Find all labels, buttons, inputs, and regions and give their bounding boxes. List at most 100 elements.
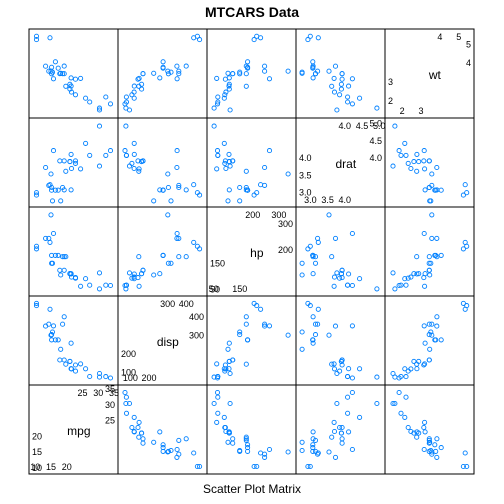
scatter-point <box>339 275 345 281</box>
scatter-point <box>338 81 344 87</box>
scatter-point <box>396 282 402 289</box>
scatter-point <box>68 271 74 277</box>
scatter-point <box>421 148 427 154</box>
scatter-point <box>96 374 103 380</box>
scatter-point <box>140 440 146 446</box>
scatter-point <box>165 171 171 177</box>
tick-label: 20 <box>32 431 42 441</box>
scatter-point <box>68 165 75 172</box>
scatter-point <box>183 187 189 193</box>
scatter-point <box>243 314 249 320</box>
scatter-point <box>226 83 232 89</box>
scatter-point <box>131 429 137 435</box>
panel-frame-3-3 <box>295 295 386 386</box>
scatter-point <box>285 449 291 455</box>
scatter-point <box>211 400 217 407</box>
tick-label: 200 <box>141 373 156 383</box>
scatter-point <box>312 332 319 338</box>
scatter-point <box>48 212 54 218</box>
scatter-point <box>310 314 316 320</box>
scatter-point <box>266 148 273 154</box>
scatter-point <box>215 394 221 400</box>
scatter-point <box>176 182 182 188</box>
tick-label: 25 <box>77 388 87 398</box>
scatter-point <box>183 254 189 260</box>
scatter-point <box>96 105 103 111</box>
scatter-point <box>414 434 420 440</box>
scatter-point <box>222 76 228 82</box>
scatter-point <box>312 71 319 77</box>
scatter-point <box>103 282 109 288</box>
scatter-point <box>310 75 316 81</box>
scatter-point <box>414 168 420 174</box>
scatter-point <box>123 123 129 129</box>
scatter-point <box>334 370 340 377</box>
scatter-point <box>131 276 137 282</box>
scatter-point <box>310 271 316 277</box>
scatter-point <box>374 374 380 380</box>
scatter-point <box>426 448 432 454</box>
scatter-point <box>183 63 189 69</box>
scatter-point <box>174 454 180 460</box>
scatter-point <box>135 424 141 431</box>
scatter-point <box>334 400 340 407</box>
tick-label: 50 <box>210 284 220 294</box>
scatter-point <box>422 419 428 425</box>
scatter-point <box>237 69 243 75</box>
scatter-point <box>426 254 432 260</box>
scatter-point <box>392 400 398 407</box>
scatter-point <box>55 187 61 193</box>
scatter-point <box>285 68 291 74</box>
scatter-point <box>326 332 332 338</box>
panel-frame-2-3 <box>295 206 386 297</box>
variable-label-disp: disp <box>157 335 179 349</box>
panel-frame-2-1 <box>117 206 208 297</box>
scatter-point <box>136 166 142 172</box>
scatter-point <box>428 260 434 266</box>
scatter-point <box>349 323 355 329</box>
scatter-point <box>339 362 345 368</box>
panel-frame-0-2 <box>206 28 297 119</box>
scatter-point <box>47 306 53 312</box>
scatter-point <box>237 448 243 454</box>
scatter-point <box>123 152 130 158</box>
scatter-point <box>214 419 220 425</box>
scatter-point <box>464 190 470 196</box>
scatter-point <box>299 260 305 266</box>
scatter-point <box>83 95 89 101</box>
scatter-point <box>357 276 363 282</box>
scatter-point <box>123 94 129 100</box>
scatter-point <box>131 414 137 420</box>
scatter-point <box>438 445 444 451</box>
scatter-point <box>411 271 417 277</box>
scatter-point <box>140 158 146 164</box>
scatter-point <box>349 76 355 82</box>
scatter-point <box>58 198 64 204</box>
scatter-point <box>129 424 135 431</box>
scatter-point <box>174 235 180 241</box>
scatter-point <box>83 366 89 372</box>
scatter-point <box>157 187 163 193</box>
scatter-point <box>68 340 74 346</box>
scatter-point <box>63 168 69 174</box>
scatter-point <box>285 332 291 338</box>
scatter-point <box>329 361 335 367</box>
scatter-point <box>398 282 404 288</box>
panel-frame-1-1 <box>117 117 208 208</box>
scatter-point <box>426 321 432 327</box>
scatter-point <box>227 400 233 407</box>
scatter-point <box>214 361 220 367</box>
scatter-point <box>349 389 355 396</box>
scatter-point <box>426 184 432 191</box>
scatter-point <box>215 373 221 380</box>
tick-label: 10 <box>32 463 42 473</box>
scatter-point <box>299 346 305 352</box>
scatter-point <box>131 89 137 95</box>
scatter-point <box>72 76 79 82</box>
scatter-point <box>33 300 40 306</box>
scatter-point <box>243 187 249 193</box>
scatter-point <box>83 140 89 146</box>
scatter-point <box>339 71 345 77</box>
scatter-point <box>426 440 432 446</box>
scatter-point <box>151 272 157 278</box>
